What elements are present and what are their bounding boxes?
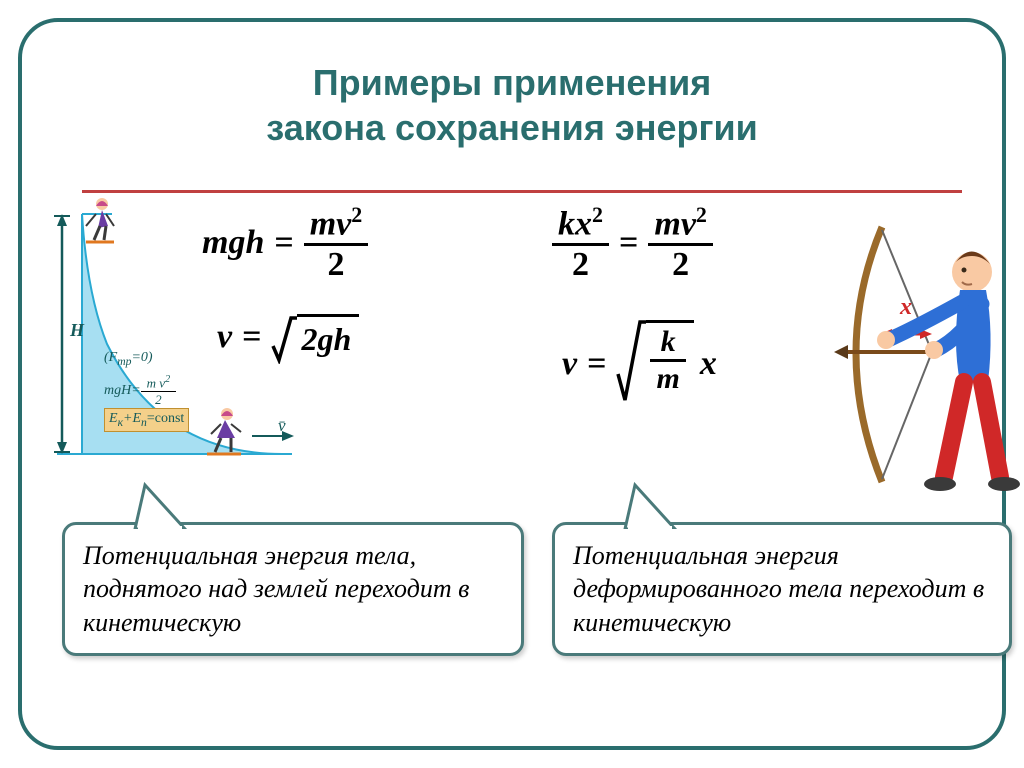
left-eq-v: v = 2gh (217, 310, 359, 364)
right-callout-text: Потенциальная энергия деформированного т… (573, 541, 984, 637)
energy-const-note: Eк+Eп=const (104, 408, 189, 432)
left-eq-mgh: mgh = mv2 2 (202, 202, 368, 284)
right-eq-kx: kx2 2 = mv2 2 (552, 202, 713, 284)
small-energy-eq: mgH= m v2 2 (104, 374, 176, 408)
content-area: H v̄ (Fтр=0) mgH= m v2 2 Eк+Eп=const (62, 202, 962, 706)
callout-tail-icon (125, 481, 205, 529)
right-eq-v: v = k m x (562, 322, 717, 406)
left-column: H v̄ (Fтр=0) mgH= m v2 2 Eк+Eп=const (62, 202, 532, 706)
slide-frame: Примеры применения закона сохранения эне… (18, 18, 1006, 750)
velocity-label-v: v̄ (278, 416, 286, 436)
archer-diagram (822, 212, 1022, 502)
right-column: kx2 2 = mv2 2 v = (552, 202, 1012, 706)
friction-zero-note: (Fтр=0) (104, 350, 153, 368)
left-callout: Потенциальная энергия тела, поднятого на… (62, 522, 524, 656)
callout-tail-icon (615, 481, 695, 529)
slide-title: Примеры применения закона сохранения эне… (22, 60, 1002, 150)
title-underline (82, 190, 962, 193)
title-line-1: Примеры применения (313, 62, 712, 103)
height-label-h: H (70, 320, 84, 341)
x-label: x (900, 294, 912, 321)
right-diagram-area: kx2 2 = mv2 2 v = (552, 202, 1012, 522)
left-callout-text: Потенциальная энергия тела, поднятого на… (83, 541, 469, 637)
left-diagram-area: H v̄ (Fтр=0) mgH= m v2 2 Eк+Eп=const (62, 202, 532, 522)
title-line-2: закона сохранения энергии (266, 107, 757, 148)
right-callout: Потенциальная энергия деформированного т… (552, 522, 1012, 656)
